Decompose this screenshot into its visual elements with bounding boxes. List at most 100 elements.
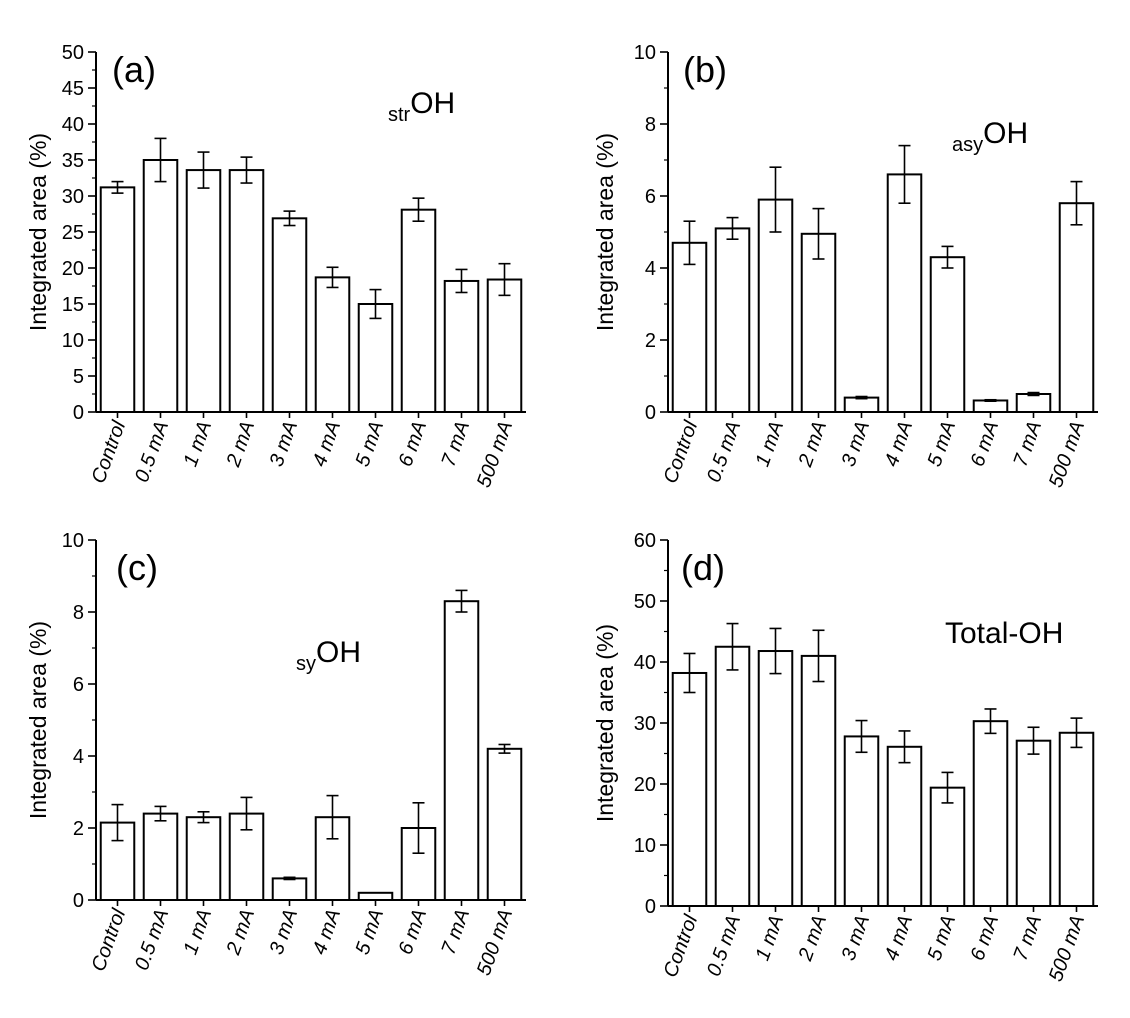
bar-7-ma (443, 600, 480, 901)
y-axis-title: Integrated area (%) (592, 133, 618, 331)
x-tick-label: 500 mA (473, 418, 517, 490)
x-tick-label: 0.5 mA (131, 418, 173, 485)
bar-3-ma (271, 877, 308, 902)
panel-label: (b) (683, 49, 727, 90)
y-tick-label: 20 (62, 258, 84, 280)
annotation-main: Total-OH (945, 617, 1063, 650)
y-tick-label: 30 (62, 186, 84, 208)
y-tick-label: 6 (73, 674, 84, 696)
series-annotation: syOH (296, 636, 361, 675)
panel-label: (c) (116, 547, 158, 588)
x-tick-label: 0.5 mA (703, 912, 745, 979)
x-tick-label: 1 mA (180, 906, 217, 957)
bar-1-ma (185, 169, 222, 413)
series-annotation: strOH (388, 87, 455, 126)
y-tick-label: 0 (645, 896, 656, 918)
y-tick-label: 2 (645, 330, 656, 352)
y-tick-label: 10 (62, 530, 84, 552)
bar-4-ma (886, 173, 923, 413)
bar-0-5-ma (142, 159, 179, 413)
y-axis-title: Integrated area (%) (25, 621, 51, 819)
x-tick-label: 4 mA (881, 912, 918, 963)
y-tick-label: 15 (62, 294, 84, 316)
x-tick-label: 2 mA (222, 418, 259, 470)
panel-b: 0 2 4 6 8 10 Control 0.5 mA 1 mA 2 mA 3 mA 4 mA 5 mA… (592, 42, 1098, 490)
x-tick-label: 0.5 mA (131, 906, 173, 973)
y-tick-label: 10 (634, 42, 656, 64)
y-tick-label: 50 (62, 42, 84, 64)
x-tick-label: 3 mA (266, 418, 303, 469)
y-tick-label: 45 (62, 78, 84, 100)
y-tick-label: 5 (73, 366, 84, 388)
x-tick-label: 500 mA (1045, 912, 1089, 984)
bar-6-ma (972, 399, 1009, 414)
bar-500-ma (486, 278, 523, 413)
bar-0-5-ma (714, 227, 751, 413)
bar-control (671, 671, 708, 907)
x-tick-label: 4 mA (309, 418, 346, 469)
bar-5-ma (357, 891, 394, 901)
bar-3-ma (843, 396, 880, 414)
x-tick-label: 2 mA (222, 906, 259, 958)
y-tick-label: 25 (62, 222, 84, 244)
y-tick-label: 4 (73, 746, 84, 768)
bar-7-ma (1015, 739, 1052, 907)
x-tick-label: Control (87, 418, 130, 487)
panel-a: 0 5 10 15 20 25 30 35 40 45 50 Control 0.5 mA 1 mA 2 m… (25, 42, 526, 490)
x-tick-label: 7 mA (438, 418, 475, 469)
x-tick-label: 1 mA (752, 418, 789, 469)
x-tick-label: 5 mA (924, 418, 961, 469)
bar-7-ma (443, 279, 480, 413)
bar-control (99, 186, 136, 413)
x-tick-label: 6 mA (395, 418, 432, 469)
y-tick-label: 50 (634, 591, 656, 613)
y-tick-label: 20 (634, 774, 656, 796)
bar-1-ma (185, 816, 222, 902)
y-tick-label: 8 (73, 602, 84, 624)
bar-4-ma (314, 276, 351, 413)
x-tick-label: 500 mA (473, 906, 517, 978)
bar-0-5-ma (142, 812, 179, 901)
x-tick-label: Control (87, 906, 130, 975)
x-tick-label: 3 mA (838, 912, 875, 963)
y-tick-label: 0 (73, 402, 84, 424)
bar-1-ma (757, 198, 794, 413)
x-tick-label: 500 mA (1045, 418, 1089, 490)
series-annotation: asyOH (952, 117, 1028, 156)
x-tick-label: 4 mA (309, 906, 346, 957)
y-tick-label: 30 (634, 713, 656, 735)
x-tick-label: Control (659, 418, 702, 487)
y-tick-label: 6 (645, 186, 656, 208)
bar-3-ma (271, 217, 308, 413)
x-tick-label: 7 mA (1010, 418, 1047, 469)
x-tick-label: 0.5 mA (703, 418, 745, 485)
y-axis-title: Integrated area (%) (592, 624, 618, 822)
bar-7-ma (1015, 393, 1052, 413)
y-tick-label: 60 (634, 530, 656, 552)
bar-5-ma (929, 786, 966, 907)
y-tick-label: 4 (645, 258, 656, 280)
annotation-main: OH (410, 87, 455, 120)
bar-500-ma (486, 747, 523, 901)
y-tick-label: 40 (634, 652, 656, 674)
x-tick-label: 3 mA (266, 906, 303, 957)
bar-2-ma (800, 654, 837, 908)
x-tick-label: 6 mA (967, 418, 1004, 469)
x-tick-label: 1 mA (180, 418, 217, 469)
x-tick-label: 7 mA (438, 906, 475, 957)
bar-2-ma (228, 169, 265, 413)
annotation-main: OH (316, 636, 361, 669)
series-annotation: Total-OH (945, 617, 1063, 650)
x-tick-label: 7 mA (1010, 912, 1047, 963)
bar-control (671, 241, 708, 413)
y-tick-label: 35 (62, 150, 84, 172)
x-tick-label: Control (659, 912, 702, 981)
bar-0-5-ma (714, 645, 751, 907)
x-tick-label: 4 mA (881, 418, 918, 469)
y-tick-label: 0 (73, 890, 84, 912)
y-tick-label: 10 (62, 330, 84, 352)
y-axis-title: Integrated area (%) (25, 133, 51, 331)
x-tick-label: 6 mA (395, 906, 432, 957)
panel-c: 0 2 4 6 8 10 Control 0.5 mA 1 mA 2 mA 3 mA 4 mA 5 mA… (25, 530, 526, 978)
